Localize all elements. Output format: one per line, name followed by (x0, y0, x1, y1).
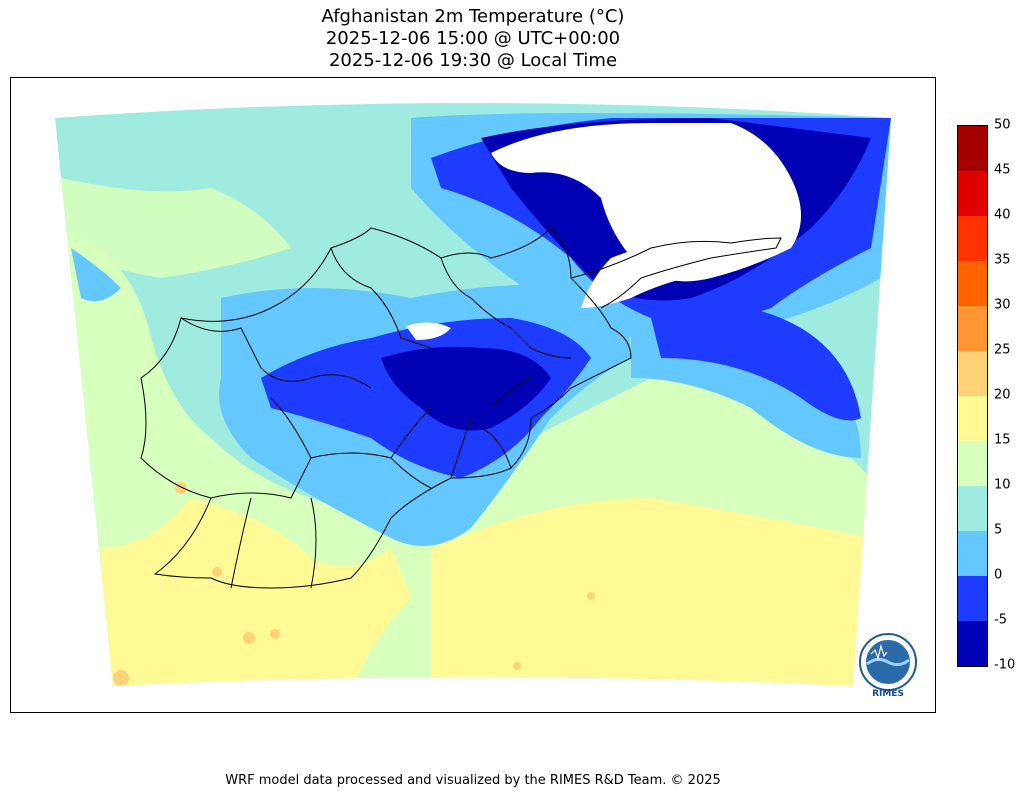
field-10-15-northwest (61, 178, 291, 278)
logo-wave (866, 657, 910, 667)
colorbar-tick-label: 40 (994, 207, 1011, 223)
province-border (440, 257, 572, 359)
colorbar-segment (958, 531, 987, 576)
colorbar-tick-label: 35 (994, 252, 1011, 268)
colorbar-segment (958, 621, 987, 666)
field-minus5-0-east (651, 305, 861, 421)
colorbar-segment (958, 306, 987, 351)
field-20-25-spot (113, 670, 129, 686)
colorbar-tick-label: 0 (994, 567, 1003, 583)
map-title: Afghanistan 2m Temperature (°C) 2025-12-… (10, 6, 936, 72)
colorbar-tick-label: 25 (994, 342, 1011, 358)
colorbar-segment (958, 126, 987, 171)
colorbar (957, 125, 988, 667)
colorbar-segment (958, 576, 987, 621)
colorbar-tick-label: 30 (994, 297, 1011, 313)
field-20-25-spot (587, 592, 595, 600)
afghanistan-borders (140, 227, 782, 589)
field-0-5-west-strip (71, 248, 121, 302)
colorbar-segment (958, 261, 987, 306)
province-border (180, 317, 372, 389)
title-line-3: 2025-12-06 19:30 @ Local Time (328, 50, 618, 71)
map-frame (10, 77, 936, 713)
province-border (330, 247, 432, 349)
colorbar-segment (958, 351, 987, 396)
province-border (230, 497, 317, 589)
field-below-minus10-pocket (406, 322, 451, 340)
field-20-25-spot (212, 567, 222, 577)
colorbar-tick-label: -10 (994, 657, 1016, 673)
colorbar-tick-label: 50 (994, 117, 1011, 133)
colorbar-tick-label: 20 (994, 387, 1011, 403)
colorbar-segment (958, 216, 987, 261)
temperature-map (55, 103, 891, 686)
title-line-1: Afghanistan 2m Temperature (°C) (321, 6, 625, 27)
logo-text: RIMES (872, 689, 904, 699)
field-minus10-minus5-central (381, 346, 551, 431)
colorbar-labels: -10 -5 0 5 10 15 20 25 30 35 40 45 50 (994, 119, 1026, 672)
colorbar-tick-label: 5 (994, 522, 1003, 538)
field-20-25-spot (513, 662, 521, 670)
field-20-25-spot (243, 632, 255, 644)
colorbar-tick-label: -5 (994, 612, 1007, 628)
field-15-20-south (431, 498, 871, 686)
country-border (140, 227, 632, 589)
field-20-25-spot (270, 629, 280, 639)
colorbar-segment (958, 486, 987, 531)
temperature-fields (55, 103, 891, 686)
field-20-25-spot (175, 482, 187, 494)
wakhan-corridor (570, 237, 782, 309)
colorbar-tick-label: 10 (994, 477, 1011, 493)
province-border (270, 397, 472, 479)
field-15-20-southwest (101, 498, 411, 686)
field-15-20-south-central (181, 598, 331, 678)
colorbar-tick-label: 15 (994, 432, 1011, 448)
rimes-logo: RIMES (859, 633, 917, 699)
title-line-2: 2025-12-06 15:00 @ UTC+00:00 (325, 28, 621, 49)
province-border (210, 452, 432, 499)
field-below-minus10-ridge (581, 238, 781, 308)
colorbar-segment (958, 396, 987, 441)
colorbar-segment (958, 441, 987, 486)
logo-seismic (870, 643, 888, 661)
footer-credit: WRF model data processed and visualized … (225, 773, 721, 788)
colorbar-tick-label: 45 (994, 162, 1011, 178)
colorbar-segment (958, 171, 987, 216)
province-border (480, 377, 532, 469)
